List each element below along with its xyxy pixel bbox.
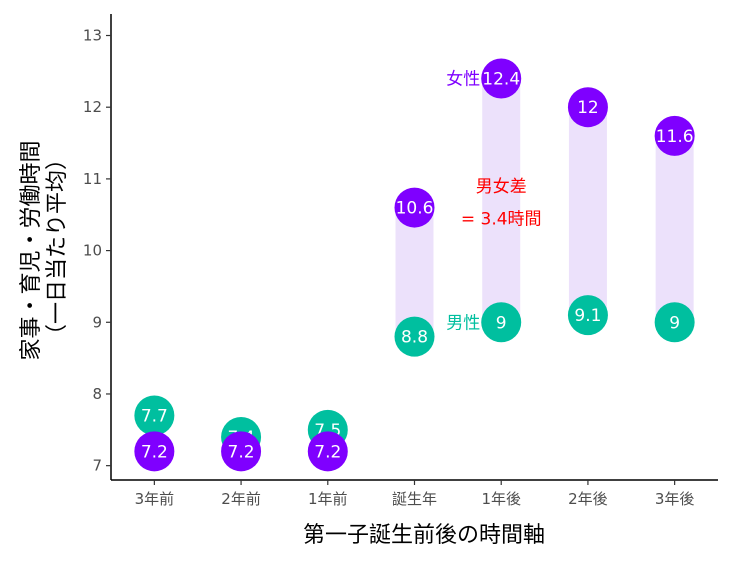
x-tick-label: 1年前 (308, 490, 348, 508)
data-label: 7.2 (314, 442, 341, 462)
y-tick-label: 13 (83, 27, 102, 45)
data-label: 10.6 (396, 199, 434, 219)
data-label: 12 (577, 98, 599, 118)
data-label: 11.6 (656, 127, 694, 147)
y-tick-label: 7 (92, 457, 102, 475)
gap-band (482, 78, 521, 323)
data-point (307, 431, 348, 472)
male-series-label: 男性 (446, 313, 480, 333)
x-ticks: 3年前 2年前 1年前 誕生年 1年後 2年後 3年後 (135, 480, 695, 508)
y-tick-label: 9 (92, 313, 102, 331)
x-tick-label: 3年前 (135, 490, 175, 508)
annotations: 女性 男性 男女差 = 3.4時間 (446, 70, 541, 334)
y-tick-label: 8 (92, 385, 102, 403)
data-point (567, 87, 608, 128)
data-label: 9 (496, 313, 507, 333)
gap-bands (395, 78, 694, 337)
gap-annotation-line1: 男女差 (476, 177, 527, 197)
data-point (221, 431, 262, 472)
data-point (654, 302, 695, 343)
female-series-label: 女性 (446, 70, 480, 90)
y-ticks: 7 8 9 10 11 12 13 (83, 27, 111, 475)
gap-band (568, 107, 607, 316)
gap-band (395, 207, 434, 337)
data-point (394, 316, 435, 357)
y-axis-title-line1: 家事・育児・労働時間 (19, 140, 44, 360)
data-label: 9.1 (574, 306, 601, 326)
y-axis-title: 家事・育児・労働時間 （一日当たり平均） (19, 133, 70, 360)
gap-annotation-line2: = 3.4時間 (461, 209, 542, 229)
x-tick-label: 2年後 (568, 490, 608, 508)
data-label: 12.4 (482, 70, 520, 90)
data-label: 7.2 (141, 442, 168, 462)
x-axis-title: 第一子誕生前後の時間軸 (303, 523, 545, 548)
x-tick-label: 2年前 (221, 490, 261, 508)
data-label: 7.7 (141, 406, 168, 426)
data-point (134, 395, 175, 436)
y-axis-title-line2: （一日当たり平均） (45, 148, 70, 346)
data-label: 8.8 (401, 328, 428, 348)
data-point (481, 58, 522, 99)
data-point (654, 115, 695, 156)
data-point (134, 431, 175, 472)
data-point (481, 302, 522, 343)
y-tick-label: 12 (83, 98, 102, 116)
data-point (394, 187, 435, 228)
y-tick-label: 10 (83, 242, 102, 260)
data-label: 9 (669, 313, 680, 333)
x-tick-label: 3年後 (655, 490, 695, 508)
gap-band (655, 135, 694, 323)
y-tick-label: 11 (83, 170, 102, 188)
x-tick-label: 1年後 (481, 490, 521, 508)
data-point (567, 295, 608, 336)
data-label: 7.2 (228, 442, 255, 462)
x-tick-label: 誕生年 (392, 490, 437, 508)
